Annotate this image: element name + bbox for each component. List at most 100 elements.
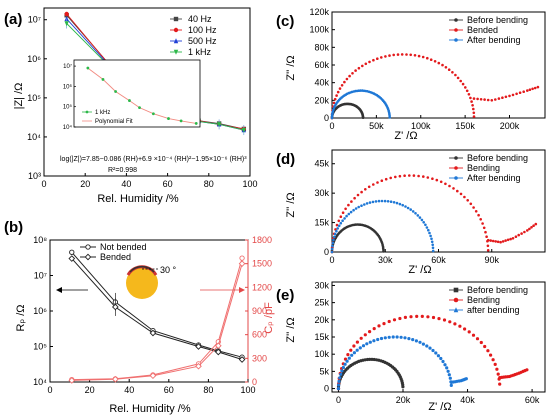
panel-c-data-point [364, 62, 368, 66]
panel-d-data-point [422, 221, 426, 224]
panel-d-data-point [466, 199, 470, 202]
panel-e-data-point [486, 349, 490, 353]
panel-c-data-point [456, 76, 460, 80]
panel-c-y-tick-label: 60k [314, 60, 329, 70]
panel-d-data-point [382, 250, 385, 253]
panel-d-data-point [352, 208, 355, 212]
panel-c-data-point [392, 53, 396, 57]
panel-a-data-point [64, 11, 69, 17]
panel-d-data-point [339, 221, 343, 225]
panel-e-x-tick-label: 20k [396, 395, 411, 405]
panel-a-inset-data-point [194, 122, 198, 125]
panel-c-data-point [444, 66, 448, 69]
panel-d-data-point [427, 228, 430, 232]
panel-a-y-tick-label: 10⁵ [27, 93, 41, 103]
panel-d-data-point [337, 219, 341, 223]
panel-b-data-point [238, 260, 246, 268]
panel-e-data-point [368, 357, 372, 361]
panel-c-y-tick-label: 80k [314, 42, 329, 52]
panel-d-data-point [357, 205, 361, 209]
panel-e-legend-label: after bending [467, 305, 520, 315]
panel-d-data-point [365, 202, 369, 205]
panel-a-inset-data-point [179, 119, 183, 123]
panel-a-inset-data-point [138, 106, 141, 110]
panel-a-inset-y-tick-label: 10⁵ [63, 104, 73, 111]
panel-c-data-point [465, 89, 469, 93]
panel-c-x-tick-label: 0 [329, 121, 334, 131]
panel-d-y-tick-label: 45k [314, 159, 329, 169]
panel-b-data-point [195, 362, 202, 370]
panel-c-data-point [472, 97, 476, 100]
panel-c-data-point [376, 57, 379, 60]
panel-d-data-point [463, 195, 466, 199]
panel-e-data-point [363, 333, 367, 337]
panel-e-data-point [431, 315, 436, 320]
panel-b-x-tick-label: 100 [240, 385, 255, 395]
panel-b-y-tick-label: 10⁷ [34, 271, 47, 281]
panel-e-data-point [479, 340, 483, 345]
panel-c-x-tick-label: 200k [500, 121, 520, 131]
panel-d-y-tick-label: 30k [314, 188, 329, 198]
panel-d-legend-marker [454, 176, 458, 180]
panel-a-inset-data-point [101, 78, 105, 81]
panel-e-data-point [407, 337, 411, 341]
panel-b-xlabel: Rel. Humidity /% [109, 403, 191, 415]
panel-e-data-point [359, 336, 363, 340]
panel-e-data-point [336, 387, 341, 391]
panel-c-data-point [384, 55, 387, 58]
panel-c-data-point [413, 54, 417, 57]
panel-a-x-tick-label: 100 [242, 179, 257, 189]
panel-b-y2-tick-label: 300 [252, 353, 267, 363]
panel-c-data-point [417, 54, 421, 58]
panel-d-data-point [506, 238, 510, 242]
panel-d-data-point [372, 183, 375, 186]
panel-d-data-point [486, 244, 490, 248]
panel-d-data-point [431, 177, 434, 180]
panel-d-data-point [504, 239, 507, 242]
panel-d-data-point [439, 180, 443, 184]
panel-d-data-point [472, 206, 475, 209]
panel-c-data-point [335, 94, 338, 97]
panel-d-data-point [425, 226, 429, 229]
panel-d-data-point [395, 201, 399, 205]
panel-e-y-tick-label: 0 [324, 384, 329, 394]
panel-b-y2-tick-label: 1800 [252, 235, 272, 245]
panel-e-legend-marker [453, 297, 459, 303]
panel-e-data-point [447, 373, 451, 377]
panel-d-data-point [491, 239, 495, 243]
panel-b-y2-tick-label: 0 [252, 377, 257, 387]
panel-d-data-point [392, 201, 396, 204]
panel-d-data-point [331, 244, 334, 248]
panel-a-ylabel: |Z| /Ω [13, 83, 25, 110]
panel-label-c: (c) [276, 13, 294, 30]
panel-a-xlabel: Rel. Humidity /% [97, 193, 179, 205]
panel-d-y-tick-label: 15k [314, 218, 329, 228]
panel-c-data-point [405, 53, 408, 56]
panel-e-data-point [442, 318, 447, 322]
panel-d-data-point [474, 210, 478, 213]
panel-b-x-tick-label: 40 [124, 385, 134, 395]
panel-d-data-point [336, 227, 340, 230]
panel-c-data-point [396, 53, 400, 56]
panel-d-data-point [517, 233, 520, 237]
panel-b-y-tick-label: 10⁶ [33, 306, 47, 316]
panel-e-data-point [415, 314, 419, 318]
panel-c-y-tick-label: 0 [324, 113, 329, 123]
panel-d-data-point [530, 226, 533, 229]
panel-b-y2-tick-label: 1500 [252, 259, 272, 269]
panel-b-x-tick-label: 0 [47, 385, 52, 395]
panel-c-data-point [461, 82, 465, 86]
panel-d-data-point [485, 235, 488, 238]
panel-d-data-point [444, 182, 447, 186]
panel-c-data-point [515, 92, 518, 96]
panel-d-legend-label: Bending [467, 163, 500, 173]
panel-d-y-tick-label: 0 [324, 247, 329, 257]
panel-a-x-tick-label: 0 [41, 179, 46, 189]
panel-d-data-point [354, 207, 358, 210]
panel-c-data-point [469, 96, 472, 100]
panel-d-data-point [494, 240, 498, 243]
panel-c-data-point [343, 80, 346, 84]
panel-e-data-point [399, 335, 403, 339]
panel-e-data-point [471, 333, 476, 337]
panel-c-data-point [333, 97, 337, 101]
